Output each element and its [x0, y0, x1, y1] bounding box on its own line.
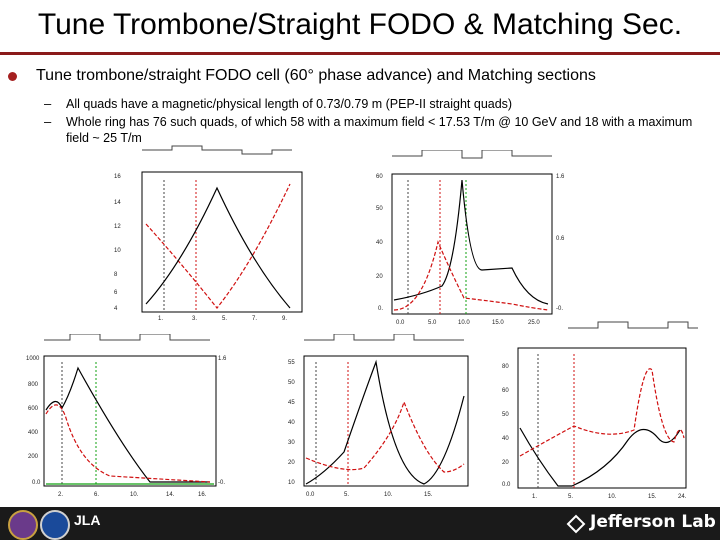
jla-logo: JLA [74, 512, 101, 528]
matching-optics-plot-2: 1000 800 600 400 200 0.0 1.6 -0. 2. 6. 10. 14. 16… [26, 334, 227, 498]
slide-title: Tune Trombone/Straight FODO & Matching S… [37, 8, 683, 41]
svg-text:50: 50 [502, 412, 509, 418]
svg-text:5.: 5. [222, 316, 227, 322]
svg-text:600: 600 [28, 406, 39, 412]
title-rule [0, 52, 720, 55]
svg-text:1.: 1. [532, 494, 537, 500]
svg-text:1.6: 1.6 [556, 174, 565, 180]
svg-text:15.0: 15.0 [492, 320, 504, 326]
svg-text:0.6: 0.6 [556, 236, 565, 242]
globe-icon [40, 510, 70, 540]
svg-text:24.: 24. [678, 494, 687, 500]
svg-text:15.: 15. [648, 494, 657, 500]
svg-text:40: 40 [288, 420, 295, 426]
svg-text:-0.: -0. [218, 480, 225, 486]
svg-text:55: 55 [288, 360, 295, 366]
matching-optics-plot-3: 55 50 45 40 30 20 10 0.0 5. 10. 15. [288, 334, 469, 498]
svg-text:20: 20 [376, 274, 383, 280]
svg-text:5.: 5. [568, 494, 573, 500]
svg-text:400: 400 [28, 430, 39, 436]
footer-bar [0, 507, 720, 540]
svg-text:20: 20 [288, 460, 295, 466]
bullet-sub-2: Whole ring has 76 such quads, of which 5… [66, 115, 693, 145]
svg-text:40: 40 [502, 436, 509, 442]
svg-text:50: 50 [288, 380, 295, 386]
svg-text:10: 10 [288, 480, 295, 486]
svg-text:14.: 14. [166, 492, 175, 498]
footer-brand: Jefferson Lab [590, 512, 716, 532]
svg-text:14: 14 [114, 200, 121, 206]
svg-text:200: 200 [28, 454, 39, 460]
svg-text:8: 8 [114, 272, 118, 278]
svg-text:3.: 3. [192, 316, 197, 322]
svg-text:16.: 16. [198, 492, 207, 498]
svg-text:80: 80 [502, 364, 509, 370]
svg-text:0.0: 0.0 [32, 480, 41, 486]
svg-text:6: 6 [114, 290, 118, 296]
svg-text:5.: 5. [344, 492, 349, 498]
svg-text:10.: 10. [384, 492, 393, 498]
svg-text:1.6: 1.6 [218, 356, 227, 362]
svg-text:12: 12 [114, 224, 121, 230]
svg-text:7.: 7. [252, 316, 257, 322]
dash-2: – [44, 114, 52, 129]
bullet-icon [8, 72, 17, 81]
svg-text:10.0: 10.0 [458, 320, 470, 326]
dash-1: – [44, 96, 52, 111]
svg-text:1.: 1. [158, 316, 163, 322]
svg-text:60: 60 [376, 174, 383, 180]
svg-text:15.: 15. [424, 492, 433, 498]
svg-text:6.: 6. [94, 492, 99, 498]
svg-text:2.: 2. [58, 492, 63, 498]
svg-text:-0.: -0. [556, 306, 563, 312]
svg-text:10.: 10. [608, 494, 617, 500]
svg-text:9.: 9. [282, 316, 287, 322]
svg-text:4: 4 [114, 306, 118, 312]
matching-optics-plot-1: 60 50 40 20 0. 1.6 0.6 -0. 0.0 5.0 10.0 15.0 25.0 [376, 150, 565, 326]
bullet-main: Tune trombone/straight FODO cell (60° ph… [36, 67, 596, 84]
svg-text:20: 20 [502, 460, 509, 466]
svg-text:0.0: 0.0 [306, 492, 315, 498]
svg-text:45: 45 [288, 400, 295, 406]
svg-text:0.0: 0.0 [396, 320, 405, 326]
matching-optics-plot-4: 80 60 50 40 20 0.0 1. 5. 10. 15. 24. [502, 321, 698, 500]
svg-text:25.0: 25.0 [528, 320, 540, 326]
svg-text:10.: 10. [130, 492, 139, 498]
svg-text:0.: 0. [378, 306, 383, 312]
bullet-sub-1: All quads have a magnetic/physical lengt… [66, 97, 513, 111]
svg-text:50: 50 [376, 206, 383, 212]
svg-text:10: 10 [114, 248, 121, 254]
svg-text:30: 30 [288, 440, 295, 446]
svg-text:16: 16 [114, 174, 121, 180]
svg-text:1000: 1000 [26, 356, 40, 362]
svg-text:0.0: 0.0 [502, 482, 511, 488]
svg-text:5.0: 5.0 [428, 320, 437, 326]
svg-text:40: 40 [376, 240, 383, 246]
jefferson-lab-logo-icon [566, 514, 586, 534]
seal-icon [8, 510, 38, 540]
svg-text:60: 60 [502, 388, 509, 394]
svg-text:800: 800 [28, 382, 39, 388]
fodo-optics-plot: 16 14 12 10 8 6 4 1. 3. 5. 7. 9. [114, 145, 303, 322]
